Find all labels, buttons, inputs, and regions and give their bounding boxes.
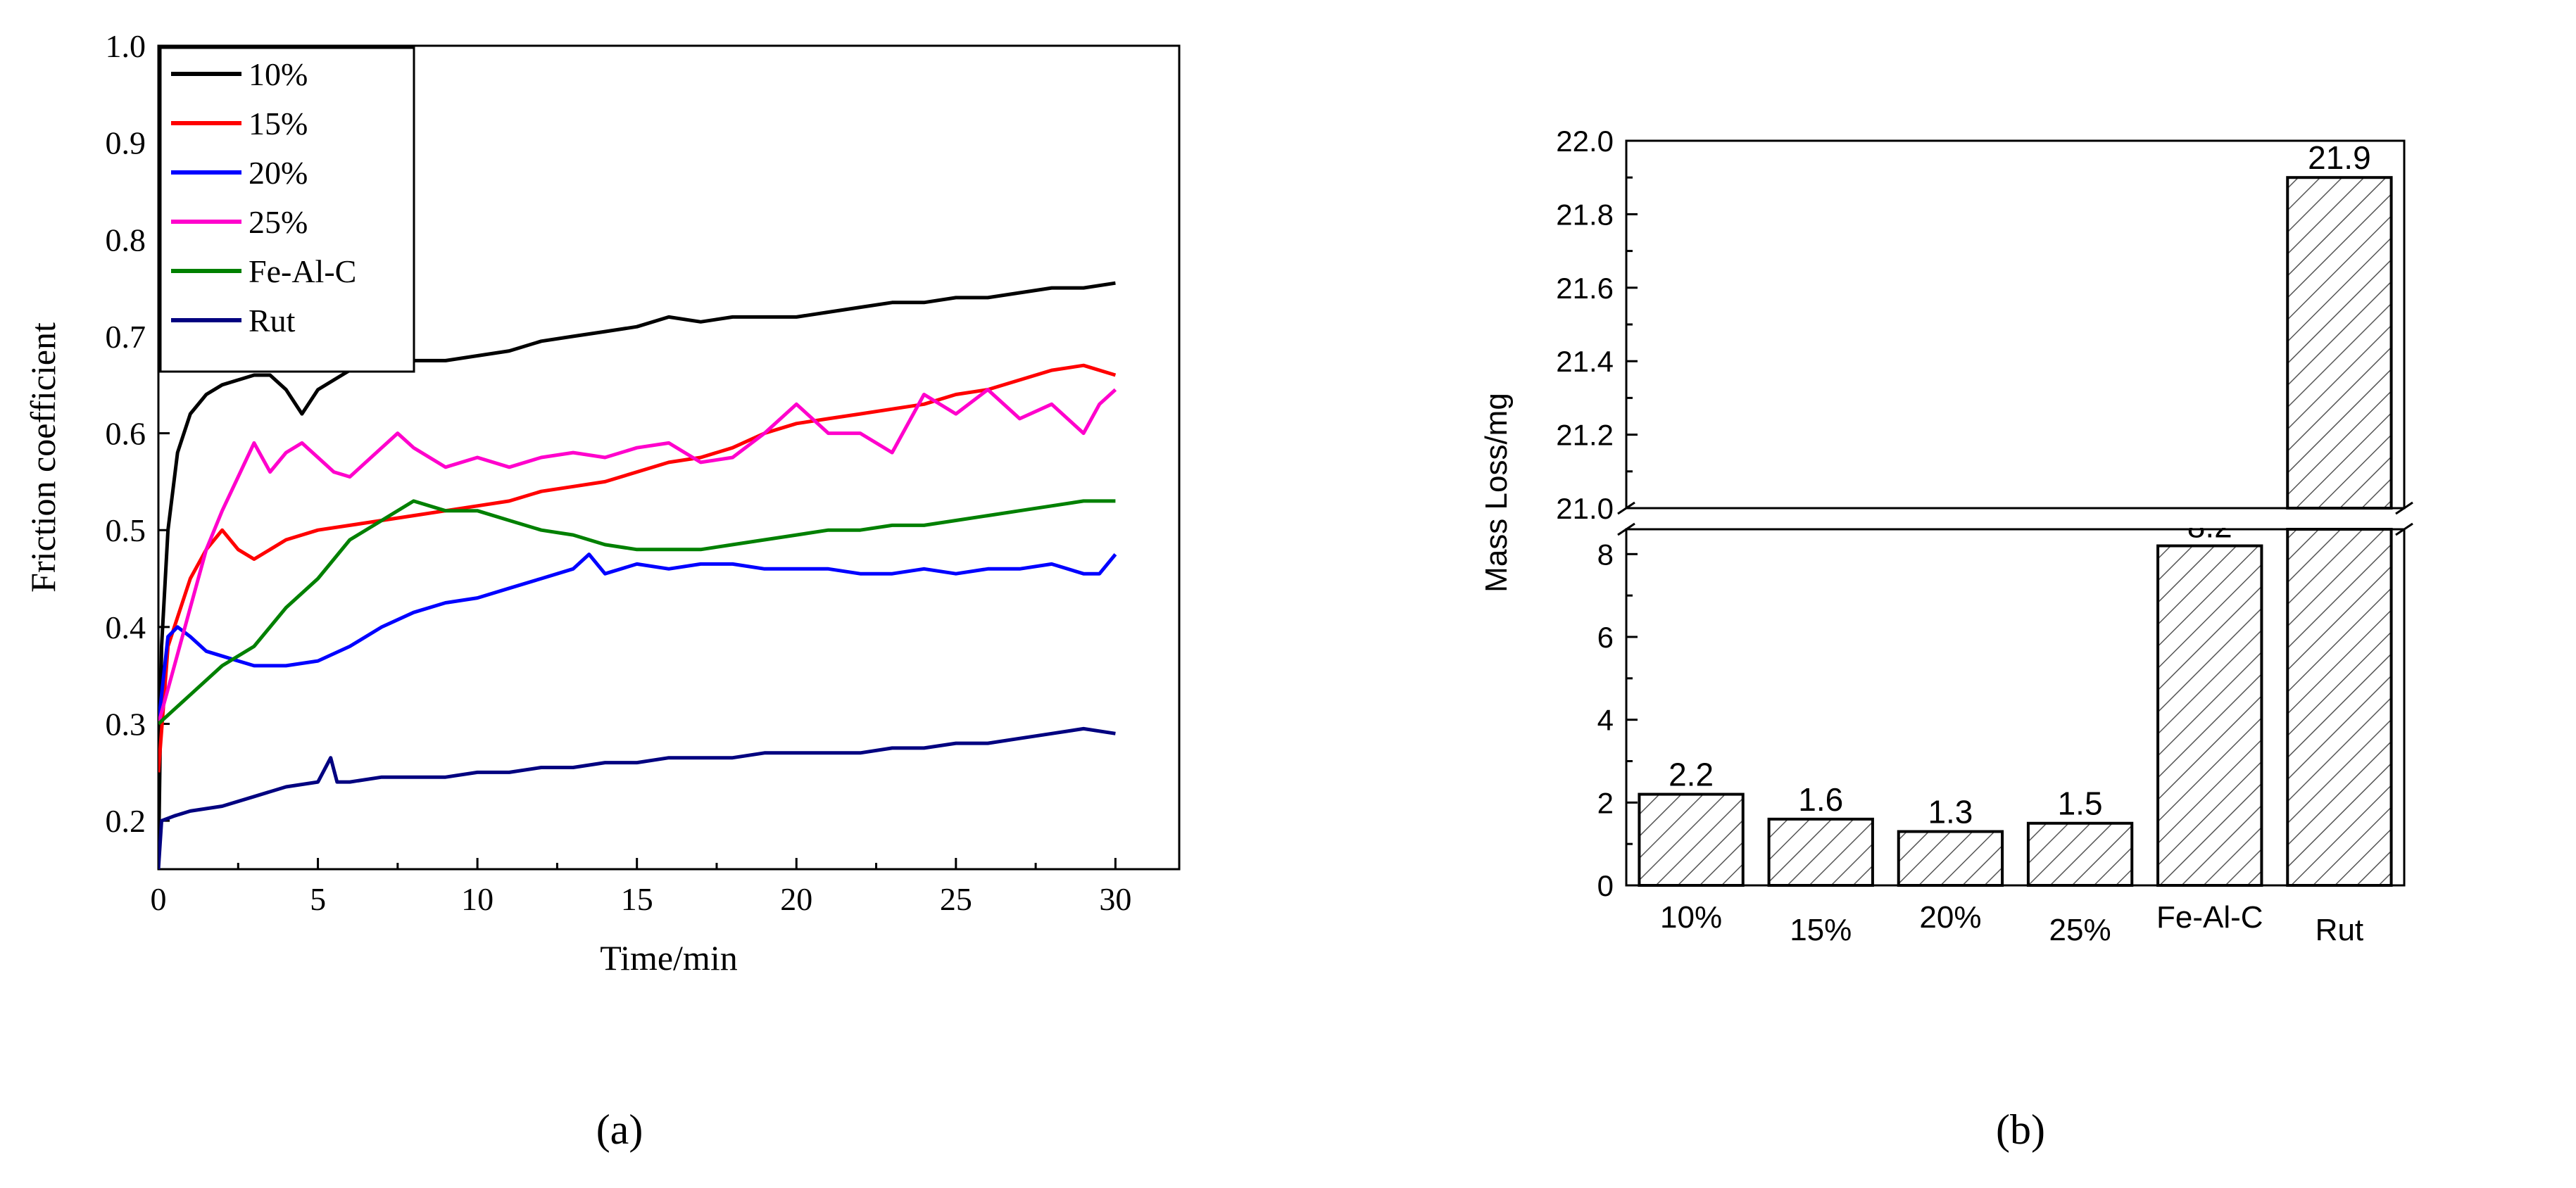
x-tick-label-a: 10 [461,881,494,917]
legend-label: Fe-Al-C [249,253,356,289]
y-tick-label-b: 6 [1597,621,1614,654]
y-tick-label-b: 21.0 [1556,492,1614,525]
legend-label: 15% [249,106,308,141]
category-label: 20% [1919,900,1981,935]
y-tick-label-b: 21.4 [1556,345,1614,378]
bar [2026,821,2134,887]
y-tick-label-a: 0.6 [106,416,146,452]
y-tick-label-b: 8 [1597,538,1614,571]
break-mark [1617,522,1635,536]
bar [1767,817,1874,887]
x-tick-label-a: 5 [310,881,326,917]
y-tick-label-a: 0.3 [106,707,146,742]
y-tick-label-b: 21.6 [1556,272,1614,305]
break-mark [1617,501,1635,515]
friction-coefficient-chart: 0 5 10 15 20 25 300.20.30.40.50.60.70.80.91.0 … [23,28,1181,978]
category-label: 10% [1660,900,1722,935]
y-tick-label-b: 21.2 [1556,419,1614,452]
legend-label: Rut [249,303,296,339]
caption-a: (a) [596,1106,643,1153]
break-mark [2395,522,2413,536]
category-label: 25% [2049,913,2111,947]
legend-label: 20% [249,155,308,191]
legend-box-a [159,46,415,373]
y-tick-label-b: 0 [1597,869,1614,902]
series-line [158,363,1117,773]
data-label: 21.9 [2308,139,2371,176]
axis-ticks-b: 0 2 4 6 8 21.0 21.2 21.4 21.6 21.8 22.0 [1556,125,1638,902]
legend-a: 10% 15% 20% 25% Fe-Al-C Rut [159,46,415,373]
y-tick-label-b: 22.0 [1556,125,1614,158]
y-tick-label-a: 0.4 [106,609,146,645]
data-label: 1.3 [1928,794,1973,830]
bar-lower-segment [2286,528,2393,887]
legend-label: 10% [249,56,308,92]
y-tick-label-b: 4 [1597,704,1614,737]
series-line [158,552,1117,724]
bar [1897,830,2004,887]
x-tick-label-a: 20 [780,881,812,917]
mass-loss-chart: 2.210%1.615%1.320%1.525%8.2Fe-Al-C21.9Ru… [1479,125,2413,947]
category-label: 15% [1790,913,1852,947]
y-tick-label-a: 0.9 [106,125,146,161]
series-line [158,499,1116,726]
data-label: 2.2 [1669,757,1714,793]
legend-label: 25% [249,204,308,240]
y-axis-label-a: Friction coefficient [23,322,63,593]
x-tick-label-a: 0 [151,881,167,917]
bar [1638,792,1745,887]
y-tick-label-b: 2 [1597,786,1614,819]
category-label: Rut [2316,913,2363,947]
axis-break-gap [1623,510,2407,528]
caption-b: (b) [1996,1106,2045,1153]
axis-ticks-a: 0 5 10 15 20 25 30 0.2 0.3 0.4 0.5 0.6 0.7 0.8 0.9 1.0 [106,28,1132,917]
bars-b: 2.210%1.615%1.320%1.525%8.2Fe-Al-C21.9Ru… [1638,139,2393,947]
y-axis-label-b: Mass Loss/mg [1479,393,1514,593]
plot-area-a [157,44,1181,871]
bar [2156,544,2263,887]
y-tick-label-b: 21.8 [1556,198,1614,231]
bar-upper-segment [2286,176,2393,510]
x-tick-label-a: 30 [1099,881,1131,917]
x-tick-label-a: 15 [621,881,653,917]
series-line [158,281,1116,869]
break-mark [2395,501,2413,515]
data-label: 1.5 [2058,785,2103,822]
y-tick-label-a: 0.8 [106,222,146,258]
series-line [158,388,1117,725]
series-lines-a [158,281,1117,869]
lower-axis-box [1625,528,2406,887]
x-axis-label-a: Time/min [600,938,737,978]
series-line [158,726,1116,869]
y-tick-label-a: 0.2 [106,803,146,839]
y-tick-label-a: 1.0 [106,28,146,64]
y-tick-label-a: 0.7 [106,319,146,355]
data-label: 1.6 [1798,781,1843,818]
y-tick-label-a: 0.5 [106,512,146,548]
axis-break-marks [1617,501,2413,536]
category-label: Fe-Al-C [2156,900,2263,935]
x-tick-label-a: 25 [940,881,972,917]
